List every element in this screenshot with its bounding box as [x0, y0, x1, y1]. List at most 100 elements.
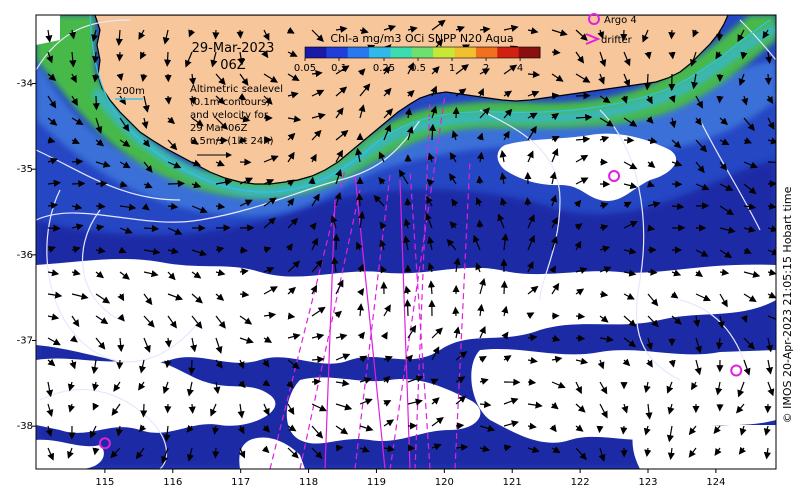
velocity-arrow [215, 178, 233, 186]
velocity-arrow [767, 180, 776, 188]
colorbar-segment [390, 47, 413, 58]
velocity-arrow [574, 240, 582, 251]
velocity-arrow [287, 312, 296, 320]
velocity-arrow [357, 263, 365, 273]
velocity-arrow [622, 358, 631, 367]
velocity-arrow [71, 246, 81, 254]
velocity-arrow [716, 29, 724, 42]
velocity-arrow [668, 51, 676, 60]
velocity-arrow [239, 268, 249, 276]
velocity-arrow [719, 183, 734, 191]
velocity-arrow [286, 179, 295, 187]
velocity-arrow [455, 422, 465, 430]
velocity-arrow [503, 90, 513, 98]
velocity-arrow [642, 29, 649, 43]
colorbar-segment [326, 47, 349, 58]
velocity-arrow [431, 397, 440, 405]
velocity-arrow [356, 303, 365, 317]
velocity-arrow [311, 112, 326, 120]
velocity-arrow [110, 447, 121, 459]
velocity-arrow [47, 269, 60, 277]
velocity-arrow [142, 139, 150, 148]
velocity-arrow [503, 420, 519, 428]
velocity-arrow [524, 197, 532, 207]
velocity-arrow [644, 51, 652, 60]
velocity-arrow [695, 139, 708, 153]
velocity-arrow [575, 334, 586, 342]
velocity-arrow [647, 315, 659, 328]
velocity-arrow [404, 299, 412, 317]
velocity-arrow [407, 325, 417, 339]
altimetry-note-line: (0.1m contours) [190, 97, 270, 108]
velocity-arrow [116, 51, 124, 62]
velocity-arrow [738, 73, 746, 86]
velocity-arrow [167, 247, 179, 255]
altimetry-note-line: and velocity for [190, 110, 269, 121]
velocity-arrow [623, 182, 638, 190]
velocity-arrow [164, 95, 172, 105]
velocity-arrow [263, 311, 277, 319]
y-tick-label: -38 [17, 421, 33, 432]
credit-text: © IMOS 20-Apr-2023 21:05:15 Hobart time [781, 186, 794, 423]
velocity-arrow [497, 213, 505, 229]
velocity-arrow [47, 117, 58, 126]
velocity-arrow [599, 51, 607, 68]
colorbar-frame [304, 46, 541, 59]
velocity-arrow [551, 113, 560, 121]
velocity-arrow [331, 256, 339, 273]
velocity-arrow [92, 402, 100, 411]
velocity-arrow [191, 181, 202, 189]
velocity-arrow [430, 105, 438, 119]
velocity-arrow [92, 73, 100, 83]
velocity-arrow [119, 161, 131, 169]
velocity-arrow [455, 376, 466, 384]
velocity-arrow [263, 246, 272, 254]
velocity-arrow [647, 224, 656, 232]
velocity-arrow [669, 117, 677, 129]
velocity-arrow [479, 325, 486, 339]
velocity-arrow [668, 29, 676, 40]
velocity-arrow [767, 202, 776, 210]
velocity-arrow [527, 112, 538, 120]
velocity-arrow [167, 180, 185, 188]
velocity-arrow [383, 66, 391, 75]
velocity-arrow [335, 379, 350, 387]
velocity-arrow [215, 159, 225, 167]
velocity-arrow [188, 403, 196, 414]
velocity-arrow [575, 381, 582, 395]
velocity-arrow [599, 266, 612, 274]
velocity-arrow [767, 291, 776, 299]
velocity-arrow [500, 197, 508, 207]
velocity-arrow [139, 359, 147, 374]
velocity-arrow [453, 257, 461, 273]
velocity-arrow [599, 135, 610, 143]
velocity-arrow [163, 425, 171, 442]
velocity-arrow [95, 202, 106, 210]
velocity-arrow [688, 425, 697, 436]
velocity-arrow [167, 315, 177, 329]
velocity-arrow [383, 304, 391, 317]
y-tick-label: -37 [17, 336, 33, 347]
velocity-arrow [263, 267, 275, 274]
velocity-arrow [695, 95, 703, 109]
velocity-arrow [47, 202, 59, 210]
velocity-arrow [334, 191, 342, 207]
velocity-arrow [47, 246, 56, 253]
velocity-arrow [620, 425, 628, 435]
velocity-arrow [427, 236, 435, 251]
velocity-arrow [646, 180, 655, 188]
velocity-arrow [527, 334, 538, 342]
velocity-arrow [239, 336, 254, 344]
velocity-arrow [138, 424, 147, 433]
velocity-arrow [143, 270, 159, 278]
velocity-arrow [311, 237, 318, 251]
velocity-arrow [430, 85, 438, 97]
velocity-arrow [210, 403, 217, 417]
velocity-arrow [140, 51, 147, 60]
velocity-arrow [737, 29, 745, 43]
velocity-arrow [550, 236, 558, 251]
velocity-arrow [767, 315, 776, 323]
velocity-arrow [575, 447, 587, 461]
velocity-arrow [403, 235, 411, 251]
velocity-arrow [475, 197, 483, 207]
